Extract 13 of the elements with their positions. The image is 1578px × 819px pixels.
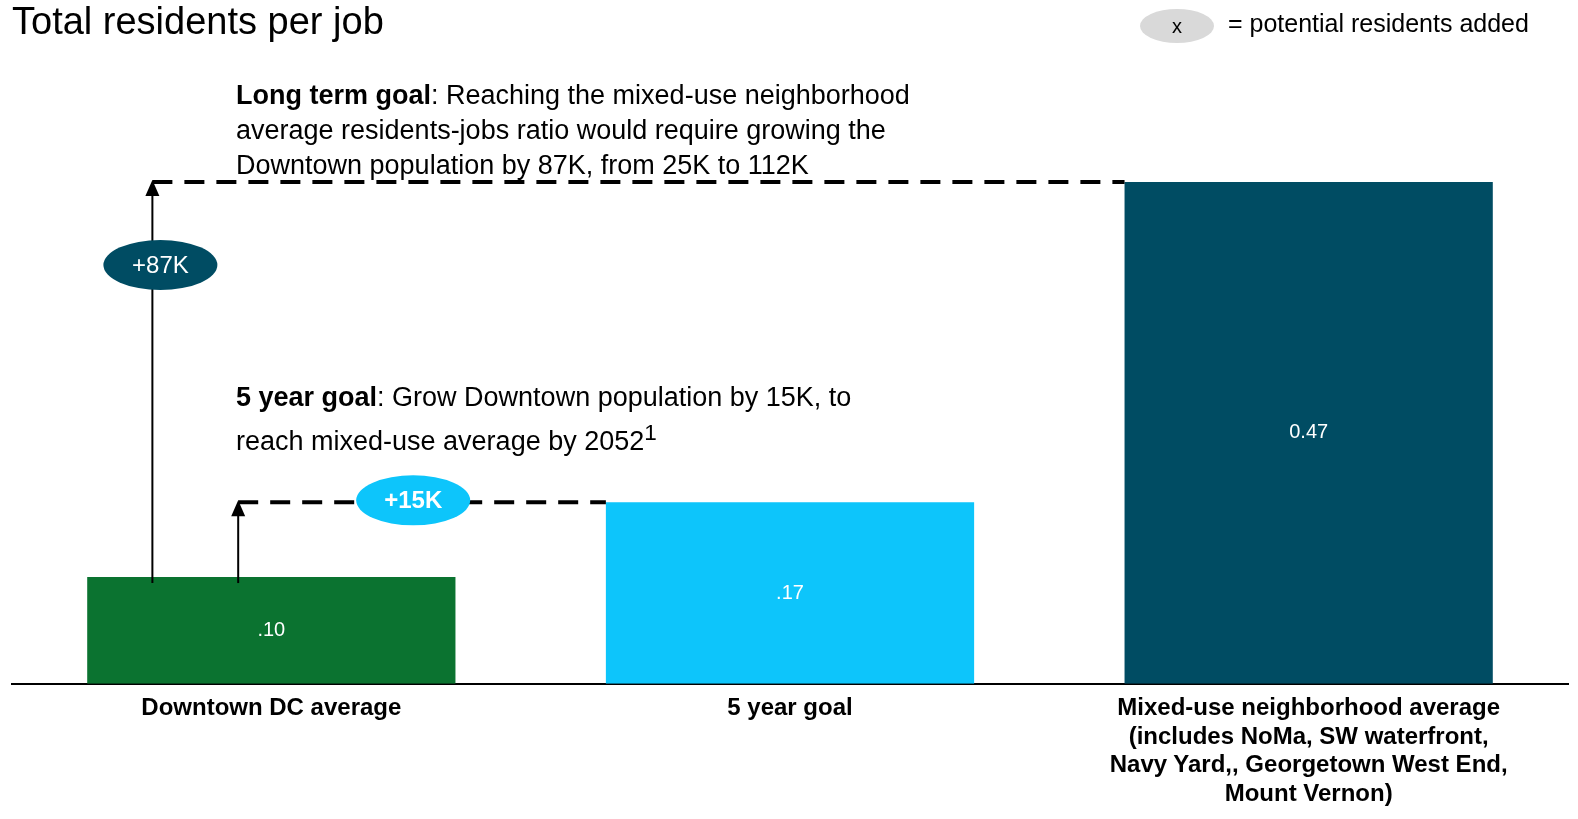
- x-tick-label: Mixed-use neighborhood average (includes NoMa, SW waterfront, Navy Yard,, Georgetown West End, Mount Vernon): [1109, 692, 1508, 807]
- x-tick-label: 5 year goal: [727, 692, 853, 720]
- chart-title: Total residents per job: [12, 0, 384, 43]
- annotation: 5 year goal: Grow Downtown population by 15K, to reach mixed-use average by 2052$^{1}$: [236, 382, 852, 456]
- data-label: 0.47: [1289, 420, 1329, 443]
- text: = potential residents added: [1228, 9, 1529, 38]
- data-label: .17: [776, 580, 804, 603]
- data-label: .10: [257, 617, 286, 640]
- oval-icon: x: [1140, 9, 1214, 43]
- annotation: +87K: [132, 250, 189, 278]
- x-tick-label: Downtown DC average: [141, 692, 402, 720]
- annotation: +15K: [384, 485, 443, 513]
- text: Long term goal: Reaching the mixed-use neighborhood average residents-jobs ratio would require growing the Downtown population by 87K, from 25K to 112K: [236, 80, 910, 180]
